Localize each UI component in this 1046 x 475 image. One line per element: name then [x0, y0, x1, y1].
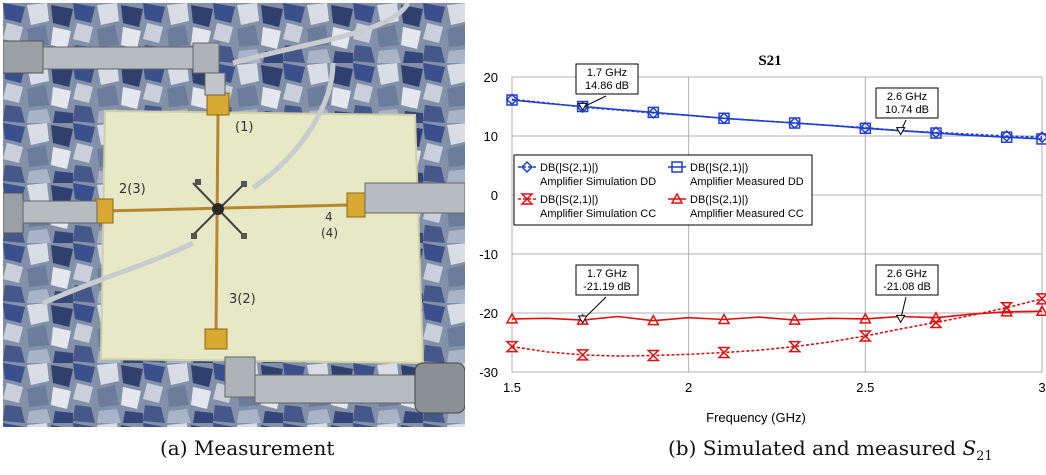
marker-triangle — [577, 102, 588, 112]
marker-leader — [582, 95, 607, 108]
series-point-1 — [647, 106, 660, 119]
legend-swatch-marker — [671, 161, 683, 173]
marker-db-label: 14.86 dB — [585, 80, 629, 92]
port-label-3-2: 3(2) — [229, 292, 256, 307]
marker-db-label: -21.08 dB — [883, 281, 931, 293]
y-tick-label: -10 — [479, 247, 498, 262]
legend-box — [513, 154, 813, 226]
y-tick-label: 20 — [484, 70, 498, 85]
series-point-1 — [506, 94, 518, 106]
chart-title: S21 — [758, 53, 781, 69]
series-point-1 — [859, 122, 872, 135]
port-label-2-3: 2(3) — [119, 182, 146, 197]
series-point-2 — [1035, 293, 1046, 305]
series-point-2 — [646, 349, 661, 362]
series-point-3 — [859, 312, 872, 324]
series-point-2 — [787, 340, 802, 353]
legend-label-line1: DB(|S(2,1)|) — [540, 162, 598, 174]
legend-swatch-marker — [520, 160, 534, 174]
series-point-3 — [717, 312, 731, 325]
marker-triangle — [895, 314, 906, 324]
series-point-3 — [929, 311, 943, 323]
caption-b-subscript: 21 — [976, 449, 993, 464]
x-tick-label: 2.5 — [856, 380, 874, 395]
series-point-2 — [717, 346, 731, 359]
series-point-1 — [788, 117, 801, 129]
marker-freq-label: 2.6 GHz — [887, 268, 927, 280]
marker-db-label: 10.74 dB — [885, 104, 929, 116]
caption-b-symbol: S — [962, 436, 977, 460]
y-tick-label: -20 — [479, 306, 498, 321]
port-label-1: (1) — [235, 120, 253, 135]
series-point-1 — [1000, 131, 1013, 143]
legend-label-line2: Amplifier Measured CC — [690, 208, 804, 220]
series-point-3 — [505, 312, 519, 324]
marker-freq-label: 2.6 GHz — [887, 91, 927, 103]
series-point-0 — [1035, 131, 1046, 144]
s21-chart: S21 1.7 GHz 14.86 dB 2.6 GHz 10.74 dB 1.7 GH… — [470, 0, 1046, 432]
marker-triangle — [577, 315, 588, 325]
series-point-1 — [576, 100, 589, 113]
series-point-3 — [1035, 304, 1046, 316]
marker-box — [875, 87, 939, 119]
series-point-2 — [505, 340, 519, 353]
y-tick-label: 0 — [491, 188, 498, 203]
marker-box — [575, 63, 639, 95]
port-label-4-paren: (4) — [321, 226, 338, 240]
series-point-3 — [647, 314, 660, 326]
measurement-photo: (1) 2(3) 4 (4) 3(2) — [2, 1, 466, 427]
marker-box — [575, 264, 639, 296]
marker-freq-label: 1.7 GHz — [587, 268, 627, 280]
series-point-1 — [930, 127, 942, 139]
x-tick-label: 1.5 — [503, 380, 521, 395]
series-point-3 — [788, 313, 801, 325]
series-point-1 — [718, 112, 730, 125]
legend-label-line1: DB(|S(2,1)|) — [540, 194, 598, 206]
caption-a: (a) Measurement — [160, 436, 335, 460]
caption-b: (b) Simulated and measured S21 — [668, 436, 993, 464]
caption-b-text: (b) Simulated and measured — [668, 436, 963, 460]
series-point-1 — [1036, 133, 1046, 145]
series-point-2 — [858, 330, 873, 342]
legend-label-line2: Amplifier Simulation CC — [540, 208, 656, 220]
marker-box — [875, 264, 939, 296]
marker-db-label: -21.19 dB — [583, 281, 631, 293]
legend-label-line1: DB(|S(2,1)|) — [690, 194, 748, 206]
series-point-3 — [1000, 305, 1013, 317]
y-tick-label: -30 — [479, 365, 498, 380]
marker-freq-label: 1.7 GHz — [587, 67, 627, 79]
x-tick-label: 3 — [1038, 380, 1045, 395]
series-point-0 — [1000, 129, 1013, 143]
legend-swatch-marker — [520, 193, 534, 205]
legend-swatch-marker — [670, 192, 684, 204]
series-line-2 — [511, 298, 1043, 357]
series-line-3 — [511, 310, 1043, 322]
port-label-4: 4 — [325, 210, 333, 224]
series-line-1 — [511, 99, 1043, 140]
x-tick-label: 2 — [685, 380, 692, 395]
legend-label-line2: Amplifier Measured DD — [690, 176, 804, 188]
legend-label-line1: DB(|S(2,1)|) — [690, 162, 748, 174]
legend-label-line2: Amplifier Simulation DD — [540, 176, 656, 188]
series-point-2 — [575, 349, 590, 361]
marker-triangle — [895, 127, 906, 136]
x-axis-title: Frequency (GHz) — [706, 410, 806, 425]
y-tick-label: 10 — [484, 129, 498, 144]
